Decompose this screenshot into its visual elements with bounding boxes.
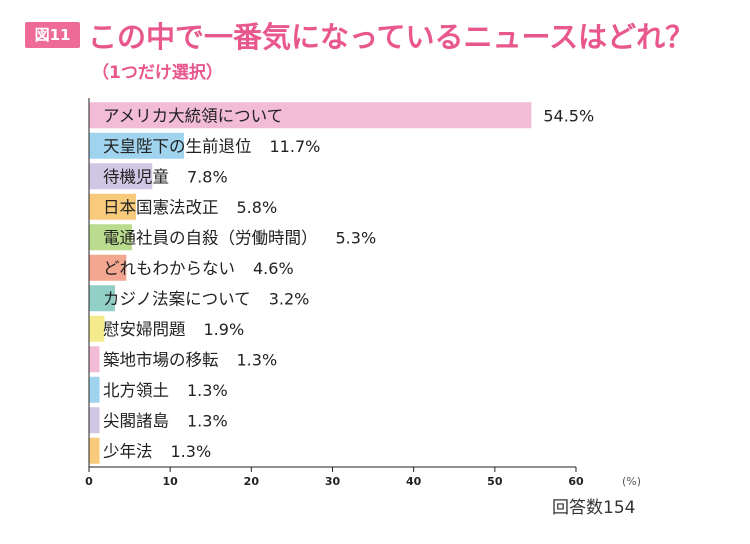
bar [89,254,127,281]
category-label: 慰安婦問題 [103,320,186,339]
x-tick-label: 30 [325,475,341,488]
bar [89,193,137,220]
value-label: 54.5% [543,106,594,125]
category-label: 北方領土 [103,381,169,400]
bar [89,437,100,464]
category-label: 待機児童 [103,167,169,186]
value-label: 5.8% [237,198,278,217]
bar [89,376,100,403]
category-label: 天皇陛下の生前退位 [103,137,252,156]
x-unit-label: (%) [622,475,641,488]
bar [89,346,100,373]
x-tick-label: 20 [244,475,260,488]
bar [89,224,133,251]
category-label: 少年法 [103,442,153,461]
value-label: 1.9% [204,320,245,339]
x-tick-label: 50 [487,475,503,488]
bar [89,132,184,159]
category-label: 電通社員の自殺（労働時間） [103,228,318,247]
value-label: 3.2% [269,289,310,308]
value-label: 1.3% [171,442,212,461]
x-tick-label: 0 [85,475,93,488]
bar [89,102,532,129]
value-label: 11.7% [270,137,321,156]
chart-subtitle: （1つだけ選択） [92,63,223,83]
x-tick-label: 10 [163,475,179,488]
category-label: 築地市場の移転 [103,350,219,369]
respondent-count: 回答数154 [552,498,636,518]
value-label: 1.3% [187,411,228,430]
category-label: どれもわからない [103,259,235,278]
value-label: 7.8% [187,167,228,186]
category-label: アメリカ大統領について [103,106,283,125]
value-label: 1.3% [237,350,278,369]
value-label: 1.3% [187,381,228,400]
category-label: 日本国憲法改正 [103,197,219,217]
figure-label: 図11 [25,22,80,48]
bar [89,285,115,312]
category-label: カジノ法案について [103,289,251,308]
value-label: 4.6% [253,259,294,278]
value-label: 5.3% [336,228,377,247]
chart-title: この中で一番気になっているニュースはどれ？ [88,20,695,54]
bar [89,407,100,434]
category-label: 尖閣諸島 [103,411,169,430]
x-tick-label: 60 [568,475,584,488]
bar [89,315,105,342]
bar [89,163,153,190]
x-tick-label: 40 [406,475,422,488]
